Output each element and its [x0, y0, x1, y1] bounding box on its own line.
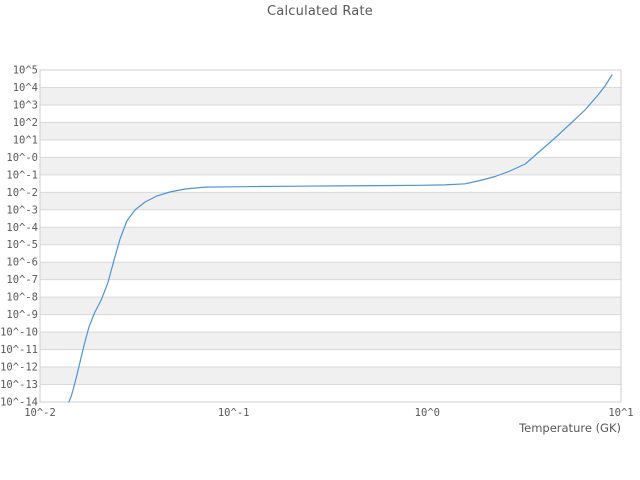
y-tick-label: 10^-0	[6, 152, 38, 164]
y-tick-label: 10^-8	[6, 292, 38, 304]
plot-band	[40, 122, 621, 140]
plot-band	[40, 87, 621, 105]
x-tick-label: 10^0	[415, 407, 440, 419]
y-tick-label: 10^-14	[0, 397, 38, 409]
y-tick-label: 10^5	[13, 65, 38, 77]
y-tick-label: 10^4	[13, 82, 38, 94]
y-tick-label: 10^-5	[6, 239, 38, 251]
plot-border	[39, 69, 622, 403]
y-tick-label: 10^-13	[0, 379, 38, 391]
y-tick-label: 10^-2	[6, 187, 38, 199]
y-tick-label: 10^-10	[0, 327, 38, 339]
y-tick-label: 10^3	[13, 99, 38, 111]
y-tick-label: 10^-7	[6, 274, 38, 286]
plot-band	[40, 297, 621, 315]
y-tick-label: 10^-11	[0, 344, 38, 356]
y-tick-label: 10^-9	[6, 309, 38, 321]
y-tick-label: 10^-4	[6, 222, 38, 234]
plot-band	[40, 262, 621, 280]
y-tick-label: 10^-3	[6, 204, 38, 216]
chart-title: Calculated Rate	[267, 4, 373, 19]
plot-band	[40, 332, 621, 350]
x-tick-label: 10^-1	[218, 407, 250, 419]
y-tick-label: 10^-12	[0, 362, 38, 374]
y-tick-label: 10^-6	[6, 257, 38, 269]
x-axis-label: Temperature (GK)	[519, 421, 621, 435]
plot-band	[40, 227, 621, 245]
y-tick-label: 10^1	[13, 134, 38, 146]
x-tick-label: 10^-2	[24, 407, 56, 419]
plot-band	[40, 367, 621, 385]
plot-band	[40, 157, 621, 175]
x-tick-label: 10^1	[608, 407, 633, 419]
y-tick-label: 10^2	[13, 117, 38, 129]
calculated-rate-curve	[68, 74, 613, 403]
plot-band	[40, 192, 621, 210]
y-tick-label: 10^-1	[6, 169, 38, 181]
